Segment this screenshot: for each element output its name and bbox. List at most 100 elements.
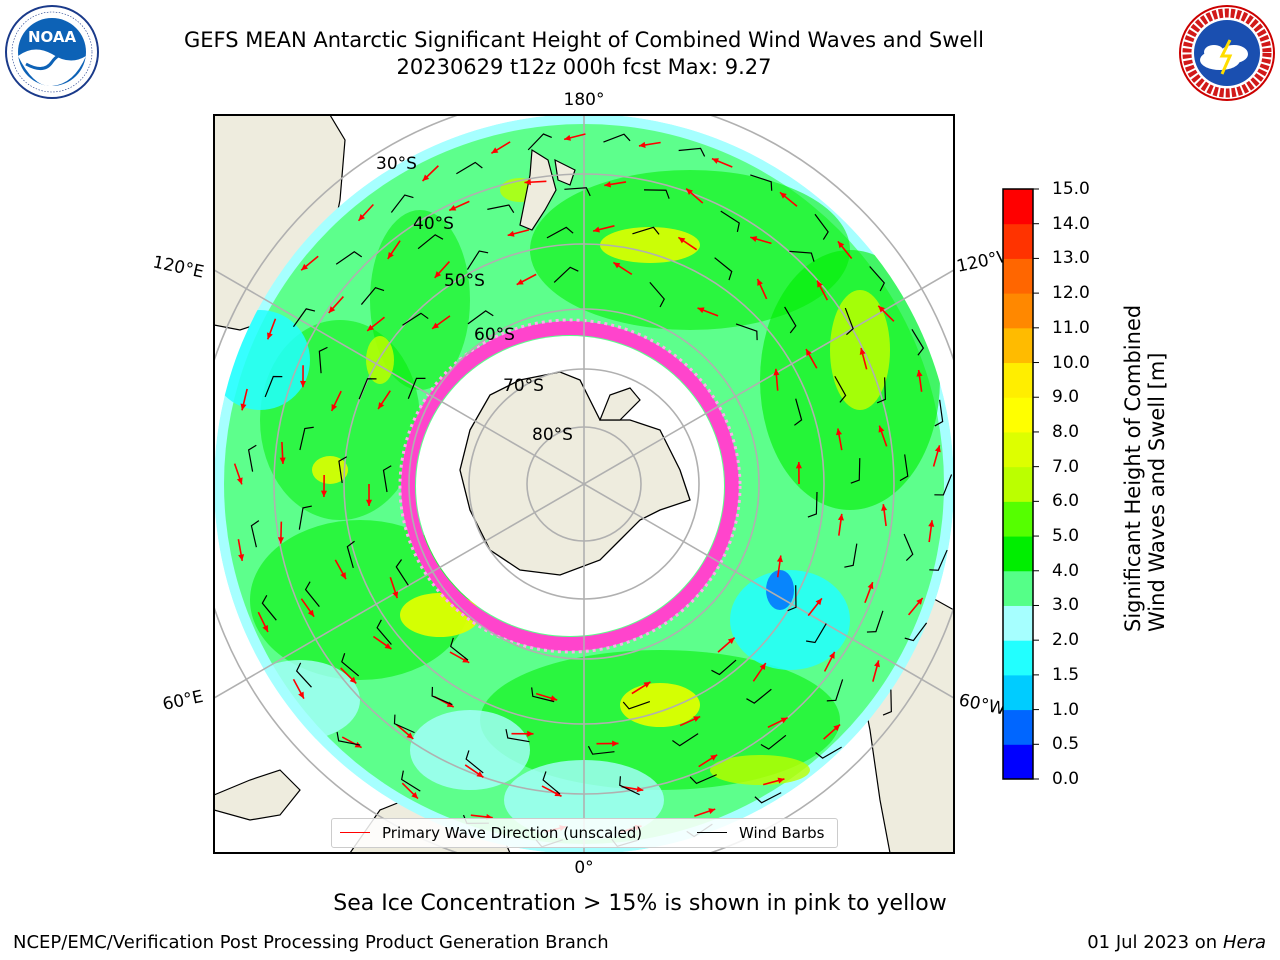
wind-barb <box>814 213 829 240</box>
colorbar-bin <box>1003 293 1033 329</box>
wind-barb <box>622 701 651 710</box>
wave-arrow-head <box>916 597 923 605</box>
lat-label-70s: 70°S <box>503 376 544 396</box>
colorbar-tick-label: 8.0 <box>1052 421 1080 442</box>
wave-arrow-head <box>422 174 430 182</box>
wave-arrow-head <box>378 402 385 410</box>
wave-arrow-head <box>678 237 686 244</box>
wave-arrow-head <box>829 651 835 659</box>
wave-arrow-head <box>795 462 802 469</box>
wave-arrow-head <box>236 477 243 485</box>
colorbar-bin <box>1003 570 1033 606</box>
colorbar-tick-label: 0.5 <box>1052 734 1080 755</box>
wind-barb <box>866 610 884 633</box>
colorbar-tick-label: 11.0 <box>1052 317 1090 338</box>
wave-arrow-head <box>299 380 307 388</box>
wind-barb <box>720 210 740 232</box>
colorbar-bin <box>1003 397 1033 433</box>
wave-arrow-head <box>238 554 245 561</box>
wind-barb <box>564 187 591 197</box>
wave-arrow-head <box>686 188 693 196</box>
wave-arrow-head <box>387 251 394 259</box>
wind-barb <box>466 250 489 270</box>
wave-arrow-head <box>434 271 442 278</box>
wind-barb <box>318 346 328 374</box>
wave-arrow-head <box>550 695 558 702</box>
legend-wind-barbs: Wind Barbs <box>739 824 825 842</box>
colorbar-label: Significant Height of Combined Wind Wave… <box>1121 304 1169 632</box>
wind-barb <box>789 250 815 262</box>
footer-date: 01 Jul 2023 on Hera <box>1087 932 1266 953</box>
wind-barb <box>467 310 494 325</box>
colorbar-bin <box>1003 709 1033 745</box>
wave-arrow-head <box>806 349 812 357</box>
wave-arrow-head <box>358 214 366 221</box>
wave-arrow-head <box>593 226 600 233</box>
footer-host: Hera <box>1222 932 1266 953</box>
wave-arrow-head <box>833 724 841 731</box>
wave-arrow-head <box>779 192 787 199</box>
wind-barb <box>903 533 914 561</box>
wave-arrow-head <box>340 572 346 580</box>
legend-wave-direction: Primary Wave Direction (unscaled) <box>382 824 643 842</box>
wave-arrow-head <box>708 808 716 815</box>
wind-barb <box>929 549 948 571</box>
wave-arrow-head <box>331 403 338 411</box>
wave-arrow-head <box>604 181 612 188</box>
wave-arrow-head <box>449 204 457 211</box>
wind-barb <box>299 426 314 451</box>
wind-barb <box>844 307 854 336</box>
colorbar-tick-label: 0.0 <box>1052 769 1080 789</box>
wave-arrow-head <box>776 555 783 563</box>
sea-ice-note: Sea Ice Concentration > 15% is shown in … <box>333 891 947 916</box>
wind-barb <box>904 622 928 642</box>
colorbar-bin <box>1003 605 1033 641</box>
wind-barb <box>619 776 640 796</box>
wave-arrow-head <box>638 141 646 148</box>
colorbar-tick-label: 4.0 <box>1052 560 1080 581</box>
wind-barb <box>882 689 892 716</box>
wind-barb <box>360 286 385 305</box>
wave-arrow-head <box>777 777 785 784</box>
lat-label-30s: 30°S <box>376 154 417 174</box>
wind-barb <box>527 133 552 151</box>
wave-arrow-head <box>267 332 273 340</box>
colorbar-bin <box>1003 431 1033 468</box>
wave-arrow-head <box>527 730 534 737</box>
wind-barb <box>850 458 861 484</box>
wind-barb <box>304 581 320 608</box>
wave-arrow-head <box>298 691 304 699</box>
wave-arrow-head <box>928 520 935 527</box>
wind-barb <box>402 312 429 326</box>
colorbar-bin <box>1003 674 1033 711</box>
wave-arrow-head <box>934 445 941 453</box>
wind-barb <box>431 686 453 706</box>
wave-arrow-head <box>277 537 284 544</box>
wind-barb <box>465 750 484 774</box>
wave-arrow-head <box>867 582 874 590</box>
wind-barb <box>807 491 818 518</box>
wind-barb <box>401 770 421 792</box>
wave-arrow-head <box>835 428 842 436</box>
colorbar-bin <box>1003 640 1033 676</box>
colorbar-tick-label: 13.0 <box>1052 248 1090 269</box>
wind-barb <box>587 745 615 755</box>
wave-arrow-head <box>878 305 885 313</box>
wind-barb <box>395 559 409 586</box>
new-zealand <box>519 148 576 231</box>
wave-arrow-head <box>757 278 763 286</box>
colorbar-tick-label: 1.0 <box>1052 699 1080 720</box>
colorbar-bin <box>1003 466 1033 502</box>
colorbar-tick-label: 5.0 <box>1052 526 1080 547</box>
wave-arrow-head <box>773 368 780 376</box>
wave-arrow-head <box>711 158 719 164</box>
wind-barb <box>292 308 316 328</box>
wave-arrow-head <box>878 425 885 433</box>
wave-arrow-head <box>462 656 470 663</box>
wind-barb <box>505 729 530 743</box>
wave-arrow-head <box>874 660 880 668</box>
wind-barb <box>689 774 717 785</box>
wave-arrow-head <box>817 280 823 288</box>
footer-credit: NCEP/EMC/Verification Post Processing Pr… <box>13 932 609 953</box>
